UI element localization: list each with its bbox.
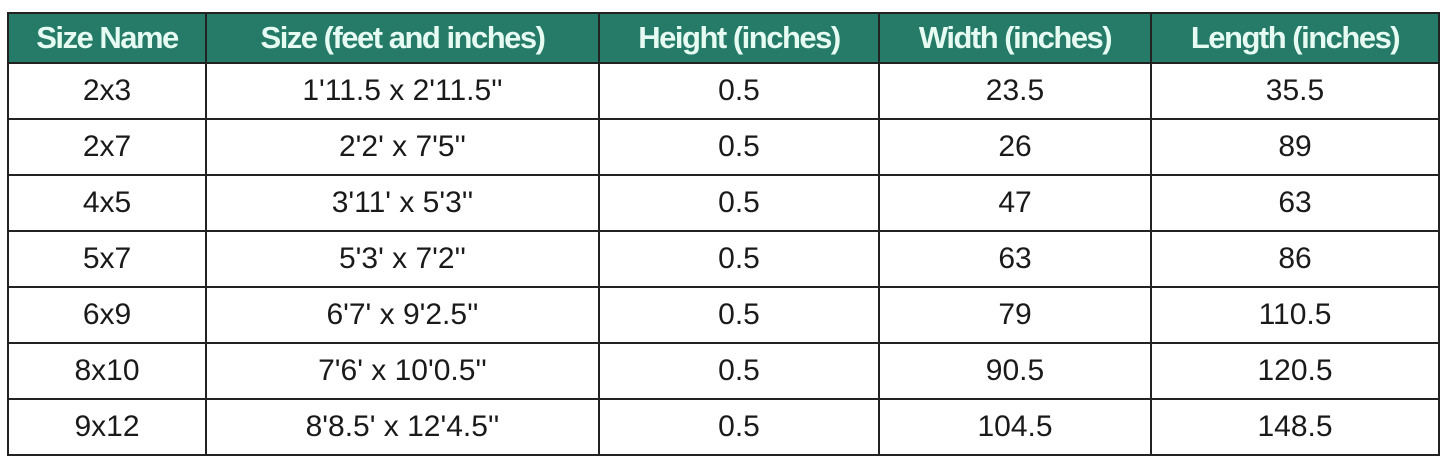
- table-row: 8x10 7'6' x 10'0.5'' 0.5 90.5 120.5: [7, 342, 1440, 400]
- table-cell: 0.5: [598, 286, 880, 344]
- table-cell: 3'11' x 5'3'': [205, 174, 600, 232]
- table-cell: 5x7: [7, 230, 207, 288]
- table-cell: 8x10: [7, 342, 207, 400]
- column-header: Size (feet and inches): [205, 12, 600, 64]
- column-header: Size Name: [7, 12, 207, 64]
- table-row: 9x12 8'8.5' x 12'4.5'' 0.5 104.5 148.5: [7, 398, 1440, 456]
- table-cell: 2x3: [7, 62, 207, 120]
- table-row: 4x5 3'11' x 5'3'' 0.5 47 63: [7, 174, 1440, 232]
- table-cell: 79: [878, 286, 1152, 344]
- table-cell: 2'2' x 7'5'': [205, 118, 600, 176]
- table-cell: 6x9: [7, 286, 207, 344]
- table-cell: 90.5: [878, 342, 1152, 400]
- table-cell: 0.5: [598, 342, 880, 400]
- table-cell: 8'8.5' x 12'4.5'': [205, 398, 600, 456]
- table-cell: 148.5: [1150, 398, 1440, 456]
- table-cell: 9x12: [7, 398, 207, 456]
- table-cell: 23.5: [878, 62, 1152, 120]
- size-table: Size Name Size (feet and inches) Height (i…: [7, 12, 1440, 456]
- table-row: 6x9 6'7' x 9'2.5'' 0.5 79 110.5: [7, 286, 1440, 344]
- table-cell: 104.5: [878, 398, 1152, 456]
- table-cell: 120.5: [1150, 342, 1440, 400]
- table-cell: 26: [878, 118, 1152, 176]
- table-cell: 0.5: [598, 230, 880, 288]
- column-header: Length (inches): [1150, 12, 1440, 64]
- table-cell: 89: [1150, 118, 1440, 176]
- column-header: Height (inches): [598, 12, 880, 64]
- table-row: 2x3 1'11.5 x 2'11.5'' 0.5 23.5 35.5: [7, 62, 1440, 120]
- table-cell: 0.5: [598, 62, 880, 120]
- table-cell: 0.5: [598, 174, 880, 232]
- table-cell: 0.5: [598, 398, 880, 456]
- table-cell: 0.5: [598, 118, 880, 176]
- table-cell: 6'7' x 9'2.5'': [205, 286, 600, 344]
- table-cell: 110.5: [1150, 286, 1440, 344]
- table-cell: 86: [1150, 230, 1440, 288]
- table-row: 2x7 2'2' x 7'5'' 0.5 26 89: [7, 118, 1440, 176]
- table-cell: 35.5: [1150, 62, 1440, 120]
- table-row: 5x7 5'3' x 7'2'' 0.5 63 86: [7, 230, 1440, 288]
- header-row: Size Name Size (feet and inches) Height (i…: [7, 12, 1440, 64]
- table-cell: 2x7: [7, 118, 207, 176]
- table-cell: 7'6' x 10'0.5'': [205, 342, 600, 400]
- table-cell: 5'3' x 7'2'': [205, 230, 600, 288]
- column-header: Width (inches): [878, 12, 1152, 64]
- table-cell: 63: [1150, 174, 1440, 232]
- table-cell: 47: [878, 174, 1152, 232]
- table-cell: 1'11.5 x 2'11.5'': [205, 62, 600, 120]
- table-cell: 63: [878, 230, 1152, 288]
- table-cell: 4x5: [7, 174, 207, 232]
